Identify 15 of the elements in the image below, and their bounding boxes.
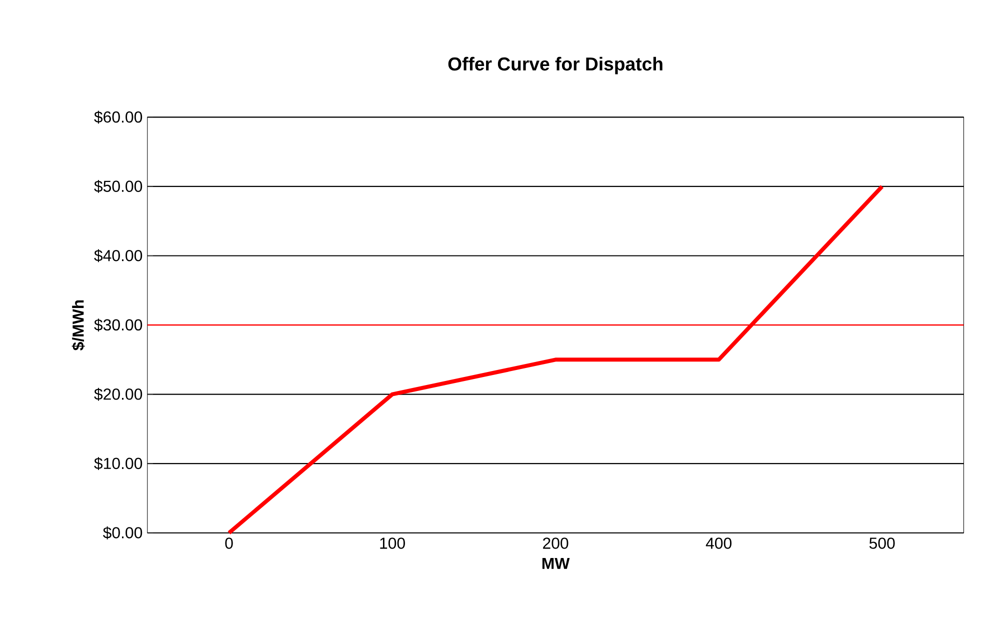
y-tick-label: $0.00 <box>102 526 142 540</box>
y-tick-label: $10.00 <box>94 457 142 470</box>
x-tick-label: 0 <box>225 538 233 549</box>
chart-title: Offer Curve for Dispatch <box>448 57 662 74</box>
x-tick-label: 400 <box>706 538 732 549</box>
y-axis-title: $/MWh <box>72 300 85 351</box>
y-tick-label: $20.00 <box>94 388 142 401</box>
x-tick-label: 100 <box>380 538 405 549</box>
y-tick-label: $40.00 <box>94 249 142 262</box>
x-tick-label: 200 <box>543 538 568 549</box>
x-tick-label: 500 <box>869 538 895 549</box>
y-tick-label: $30.00 <box>94 318 142 332</box>
x-axis-title: MW <box>542 558 570 570</box>
y-tick-label: $50.00 <box>94 180 142 193</box>
y-tick-label: $60.00 <box>94 110 142 124</box>
